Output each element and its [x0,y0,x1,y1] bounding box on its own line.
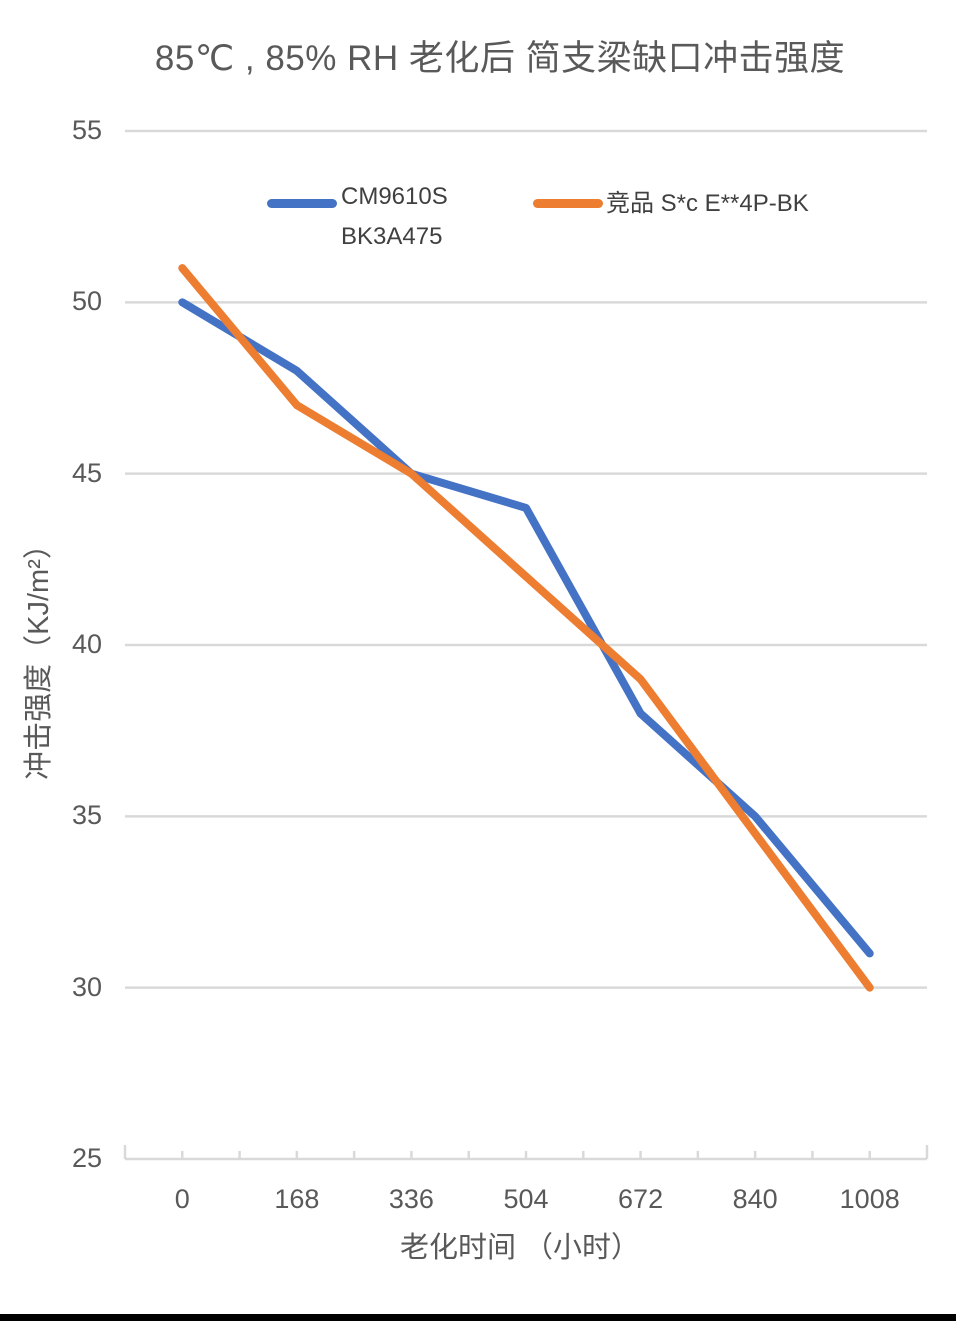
legend-swatch-cm9610s [267,199,337,208]
bottom-divider-bar [0,1314,956,1321]
legend-label-competitor: 竞品 S*c E**4P-BK [606,190,809,217]
x-tick-label-840: 840 [732,1184,778,1214]
x-tick-label-336: 336 [388,1184,434,1214]
x-tick-label-504: 504 [503,1184,549,1214]
legend-swatch-competitor [533,199,603,208]
legend-label-cm9610s-line1: CM9610S [341,183,448,210]
y-tick-label-30: 30 [71,971,102,1002]
chart-title: 85℃ , 85% RH 老化后 简支梁缺口冲击强度 [154,39,846,78]
y-tick-label-25: 25 [71,1143,102,1173]
x-tick-label-0: 0 [174,1184,190,1214]
x-tick-label-1008: 1008 [839,1184,900,1214]
series-line-competitor [178,264,874,992]
x-tick-label-672: 672 [618,1184,664,1214]
y-tick-label-45: 45 [71,457,102,488]
y-tick-label-50: 50 [71,286,102,317]
series-line-cm9610s [178,298,874,958]
x-axis-title: 老化时间 （小时） [399,1232,641,1264]
x-tick-label-168: 168 [274,1184,320,1214]
y-tick-label-55: 55 [71,115,102,145]
y-tick-label-40: 40 [71,629,102,659]
y-tick-label-35: 35 [71,800,102,831]
y-axis-title: 冲击强度（KJ/m²） [23,530,55,780]
legend-label-cm9610s-line2: BK3A475 [341,223,443,250]
